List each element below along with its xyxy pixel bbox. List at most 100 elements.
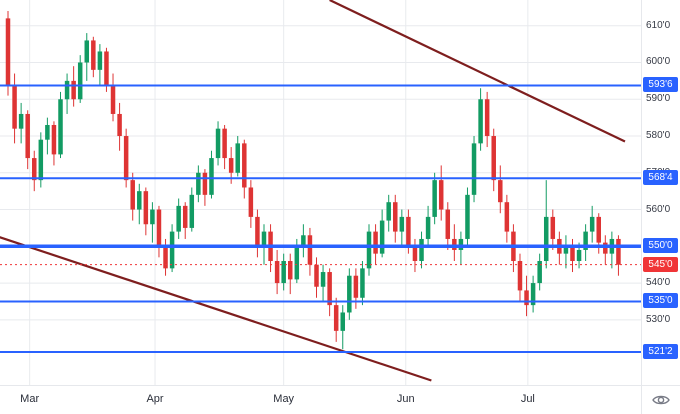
price-tick-label: 610'0 [646, 19, 671, 31]
candle-body [301, 235, 306, 247]
candle-body [458, 238, 464, 250]
candle-body [222, 128, 227, 159]
candle-body [77, 62, 83, 100]
candle-body [209, 158, 214, 195]
candle-body [182, 205, 188, 228]
candle-body [97, 51, 103, 70]
candle-body [393, 202, 398, 232]
candle-body [215, 128, 221, 159]
candle-body [327, 272, 332, 306]
lower-channel-trendline[interactable] [0, 236, 432, 382]
candle-body [399, 216, 405, 232]
candle-body [340, 312, 346, 331]
candle-body [104, 51, 109, 85]
candle-body [12, 84, 17, 129]
candle-body [537, 261, 542, 284]
candle-body [18, 113, 24, 129]
candle-body [287, 261, 293, 280]
level-price-badge[interactable]: 535'0 [643, 293, 678, 309]
candle-body [478, 99, 483, 144]
candle-body [5, 18, 11, 85]
month-label: Jun [396, 393, 415, 405]
candle-body [150, 209, 155, 225]
price-pane[interactable] [0, 0, 642, 386]
candle-body [314, 264, 319, 287]
candle-body [91, 40, 96, 70]
candle-body [425, 216, 431, 239]
candle-body [25, 113, 30, 159]
candle-body [432, 180, 437, 217]
upper-channel-trendline[interactable] [329, 0, 626, 143]
candle-body [570, 246, 575, 262]
candle-body [445, 209, 451, 239]
candle-body [294, 246, 300, 280]
candle-body [58, 99, 63, 155]
axis-corner [641, 385, 680, 414]
candle-body [64, 80, 70, 100]
candle-body [281, 261, 286, 284]
price-tick-label: 580'0 [646, 130, 671, 142]
candle-body [530, 283, 536, 306]
candle-body [202, 172, 208, 195]
candle-body [550, 216, 556, 239]
candle-body [333, 305, 339, 331]
candle-body [419, 238, 424, 262]
candle-body [465, 194, 470, 239]
price-axis[interactable]: 610'0600'0590'0580'0570'0560'0550'0540'0… [641, 0, 680, 386]
month-label: Mar [20, 393, 40, 405]
level-price-badge[interactable]: 593'6 [643, 77, 678, 93]
candle-body [524, 290, 529, 306]
candle-body [156, 209, 162, 247]
level-price-badge[interactable]: 521'2 [643, 343, 678, 359]
candle-body [117, 113, 122, 137]
price-tick-label: 590'0 [646, 93, 671, 105]
candle-body [563, 246, 569, 254]
candle-body [616, 238, 621, 265]
candle-body [543, 216, 549, 262]
candle-body [596, 216, 601, 243]
candle-body [412, 246, 418, 262]
candle-body [603, 242, 608, 254]
candle-body [504, 202, 510, 232]
candle-body [110, 84, 116, 114]
candle-body [353, 275, 359, 298]
candle-body [360, 268, 365, 298]
candle-body [137, 191, 142, 210]
candle-body [38, 139, 44, 181]
candle-body [498, 180, 503, 203]
candle-body [583, 231, 588, 250]
month-label: Jul [520, 393, 535, 405]
candle-body [248, 187, 254, 217]
candle-body [274, 261, 280, 284]
candle-body [255, 216, 260, 247]
candle-body [373, 231, 378, 254]
candle-body [484, 99, 490, 137]
candle-body [589, 216, 595, 232]
level-price-badge[interactable]: 550'0 [643, 238, 678, 254]
candle-body [242, 143, 247, 188]
candle-body [491, 136, 496, 181]
candle-body [228, 158, 234, 173]
candle-body [517, 261, 523, 291]
eye-icon[interactable] [652, 393, 670, 407]
candle-body [235, 143, 240, 173]
time-axis[interactable]: Mar Apr May Jun Jul [0, 385, 642, 414]
candle-body [189, 194, 195, 228]
month-label: Apr [146, 393, 164, 405]
candle-body [386, 202, 391, 221]
price-tick-label: 530'0 [646, 313, 671, 325]
candle-body [163, 246, 168, 269]
candle-body [576, 249, 582, 262]
candle-body [347, 275, 352, 313]
candle-body [438, 180, 444, 210]
level-price-badge[interactable]: 568'4 [643, 170, 678, 186]
candle-body [452, 238, 457, 250]
candle-body [261, 231, 267, 247]
candle-body [406, 216, 411, 247]
candle-body [320, 272, 326, 287]
candle-body [51, 124, 57, 155]
candle-body [379, 220, 385, 254]
candle-body [32, 158, 37, 181]
candle-body [143, 191, 149, 225]
